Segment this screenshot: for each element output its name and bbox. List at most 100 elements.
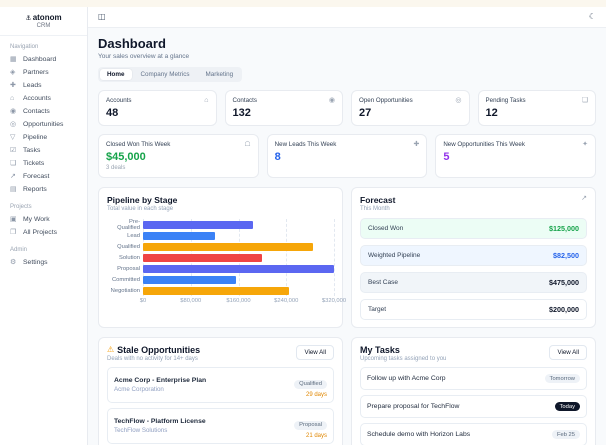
card-new-opportunities-week: New Opportunities This Week ✦ 5 bbox=[435, 134, 596, 178]
stage-badge: Proposal bbox=[294, 420, 327, 430]
due-badge: Tomorrow bbox=[544, 374, 580, 383]
panel-left-icon[interactable]: ◫ bbox=[98, 12, 106, 21]
sidebar-item-my-work[interactable]: ▣ My Work bbox=[0, 213, 87, 226]
trophy-icon: ☖ bbox=[244, 141, 251, 148]
sidebar-item-opportunities[interactable]: ◎ Opportunities bbox=[0, 118, 87, 131]
stale-view-all-button[interactable]: View All bbox=[296, 345, 334, 360]
sidebar-item-dashboard[interactable]: ▦ Dashboard bbox=[0, 53, 87, 66]
sidebar-item-accounts[interactable]: ⌂ Accounts bbox=[0, 92, 87, 105]
logo-subtitle: CRM bbox=[0, 23, 87, 36]
window-top-strip bbox=[0, 0, 606, 7]
sidebar-nav: Navigation ▦ Dashboard ◈ Partners ✚ Leads ⌂ Acco… bbox=[0, 44, 87, 269]
content: Dashboard Your sales overview at a glanc… bbox=[88, 28, 606, 445]
stat-label: Pending Tasks bbox=[485, 97, 526, 104]
chart-category-label: Solution bbox=[119, 254, 140, 261]
sidebar-item-reports[interactable]: ▤ Reports bbox=[0, 183, 87, 196]
tab-home[interactable]: Home bbox=[100, 69, 132, 80]
forecast-row-closed-won: Closed Won $125,000 bbox=[360, 218, 587, 239]
sidebar-item-label: Partners bbox=[23, 69, 49, 76]
file-icon: ▤ bbox=[10, 186, 17, 193]
page-subtitle: Your sales overview at a glance bbox=[98, 53, 190, 60]
forecast-row-target: Target $200,000 bbox=[360, 299, 587, 320]
opportunity-name: TechFlow - Platform License bbox=[114, 418, 206, 426]
sidebar-item-settings[interactable]: ⚙ Settings bbox=[0, 256, 87, 269]
sidebar-item-all-projects[interactable]: ❐ All Projects bbox=[0, 226, 87, 239]
chart-bar bbox=[143, 286, 290, 295]
chart-bar-row: Lead bbox=[127, 230, 334, 241]
chart-category-label: Committed bbox=[111, 276, 140, 283]
sidebar-item-tickets[interactable]: ❏ Tickets bbox=[0, 157, 87, 170]
tasks-view-all-button[interactable]: View All bbox=[549, 345, 587, 360]
card-closed-won-week: Closed Won This Week ☖ $45,000 3 deals bbox=[98, 134, 259, 178]
folder-icon: ❐ bbox=[10, 229, 17, 236]
sidebar-item-label: Accounts bbox=[23, 95, 51, 102]
app-frame: ⚓atonom CRM Navigation ▦ Dashboard ◈ Partner… bbox=[0, 7, 606, 445]
stale-days: 21 days bbox=[305, 433, 327, 439]
sidebar-item-label: Dashboard bbox=[23, 56, 57, 63]
stale-opportunities-panel: ⚠ Stale Opportunities Deals with no acti… bbox=[98, 337, 343, 445]
card-new-leads-week: New Leads This Week ✚ 8 bbox=[266, 134, 428, 178]
sidebar-section-label: Projects bbox=[10, 204, 32, 210]
forecast-row-weighted-pipeline: Weighted Pipeline $82,500 bbox=[360, 245, 587, 266]
stat-card-accounts: Accounts ⌂ 48 bbox=[98, 90, 217, 126]
task-item[interactable]: Follow up with Acme Corp Tomorrow bbox=[360, 367, 587, 390]
chart-x-axis: $0 $80,000 $160,000 $240,000 $320,000 bbox=[140, 298, 346, 306]
ticket-icon: ❏ bbox=[10, 160, 17, 167]
sidebar-item-forecast[interactable]: ↗ Forecast bbox=[0, 170, 87, 183]
card-value: 8 bbox=[274, 151, 281, 163]
tasks-subtitle: Upcoming tasks assigned to you bbox=[360, 356, 447, 362]
sidebar: ⚓atonom CRM Navigation ▦ Dashboard ◈ Partner… bbox=[0, 7, 88, 445]
warning-icon: ⚠ bbox=[107, 345, 115, 354]
stale-days: 29 days bbox=[305, 392, 327, 398]
sidebar-item-label: Tasks bbox=[23, 147, 41, 154]
moon-icon[interactable]: ☾ bbox=[588, 12, 596, 21]
stat-label: Open Opportunities bbox=[359, 97, 413, 104]
sidebar-item-contacts[interactable]: ◉ Contacts bbox=[0, 105, 87, 118]
sidebar-item-label: Contacts bbox=[23, 108, 50, 115]
task-item[interactable]: Schedule demo with Horizon Labs Feb 25 bbox=[360, 423, 587, 445]
sidebar-item-partners[interactable]: ◈ Partners bbox=[0, 66, 87, 79]
forecast-panel: Forecast This Month ↗ Closed Won $125,00… bbox=[351, 187, 596, 328]
sidebar-item-pipeline[interactable]: ▽ Pipeline bbox=[0, 131, 87, 144]
check-square-icon: ☑ bbox=[10, 147, 17, 154]
due-badge: Today bbox=[554, 402, 580, 411]
chart-bar-row: Pre-Qualified bbox=[117, 219, 334, 231]
sidebar-item-label: All Projects bbox=[23, 229, 57, 236]
stale-title: Stale Opportunities bbox=[117, 345, 201, 355]
stale-subtitle: Deals with no activity for 14+ days bbox=[107, 356, 198, 362]
sidebar-item-leads[interactable]: ✚ Leads bbox=[0, 79, 87, 92]
sidebar-item-tasks[interactable]: ☑ Tasks bbox=[0, 144, 87, 157]
chart-category-label: Proposal bbox=[117, 265, 140, 272]
task-name: Follow up with Acme Corp bbox=[367, 375, 446, 382]
forecast-subtitle: This Month bbox=[360, 206, 390, 212]
users-icon: ◉ bbox=[328, 97, 335, 104]
tab-marketing[interactable]: Marketing bbox=[205, 71, 234, 78]
funnel-icon: ▽ bbox=[10, 134, 16, 141]
sidebar-item-label: Reports bbox=[23, 186, 47, 193]
chart-bar bbox=[143, 231, 215, 240]
sidebar-item-label: Settings bbox=[23, 259, 48, 266]
stat-value: 48 bbox=[106, 107, 119, 119]
main-area: ◫ ☾ Dashboard Your sales overview at a g… bbox=[88, 7, 606, 445]
anchor-icon: ⚓ bbox=[25, 15, 32, 22]
stale-item[interactable]: TechFlow - Platform License TechFlow Sol… bbox=[107, 408, 334, 444]
opportunity-company: TechFlow Solutions bbox=[114, 426, 168, 434]
forecast-label: Best Case bbox=[368, 279, 398, 286]
user-plus-icon: ✚ bbox=[10, 82, 16, 89]
stale-item[interactable]: Acme Corp - Enterprise Plan Acme Corpora… bbox=[107, 367, 334, 403]
sidebar-section-label: Navigation bbox=[10, 44, 39, 50]
stat-value: 12 bbox=[485, 107, 498, 119]
chart-tick-label: $320,000 bbox=[321, 298, 347, 304]
task-item[interactable]: Prepare proposal for TechFlow Today bbox=[360, 395, 587, 418]
forecast-label: Target bbox=[368, 306, 387, 313]
task-name: Schedule demo with Horizon Labs bbox=[367, 431, 471, 438]
card-value: $45,000 bbox=[106, 151, 146, 163]
task-name: Prepare proposal for TechFlow bbox=[367, 403, 460, 410]
stat-value: 27 bbox=[359, 107, 372, 119]
tab-company-metrics[interactable]: Company Metrics bbox=[140, 71, 190, 78]
logo-text: atonom bbox=[32, 13, 62, 22]
pipeline-chart: Pre-Qualified Lead Qualified Solution Propos… bbox=[107, 219, 346, 306]
chart-bar bbox=[143, 253, 263, 262]
sidebar-item-label: Opportunities bbox=[23, 121, 64, 128]
chart-bar-row: Negotiation bbox=[111, 285, 334, 296]
